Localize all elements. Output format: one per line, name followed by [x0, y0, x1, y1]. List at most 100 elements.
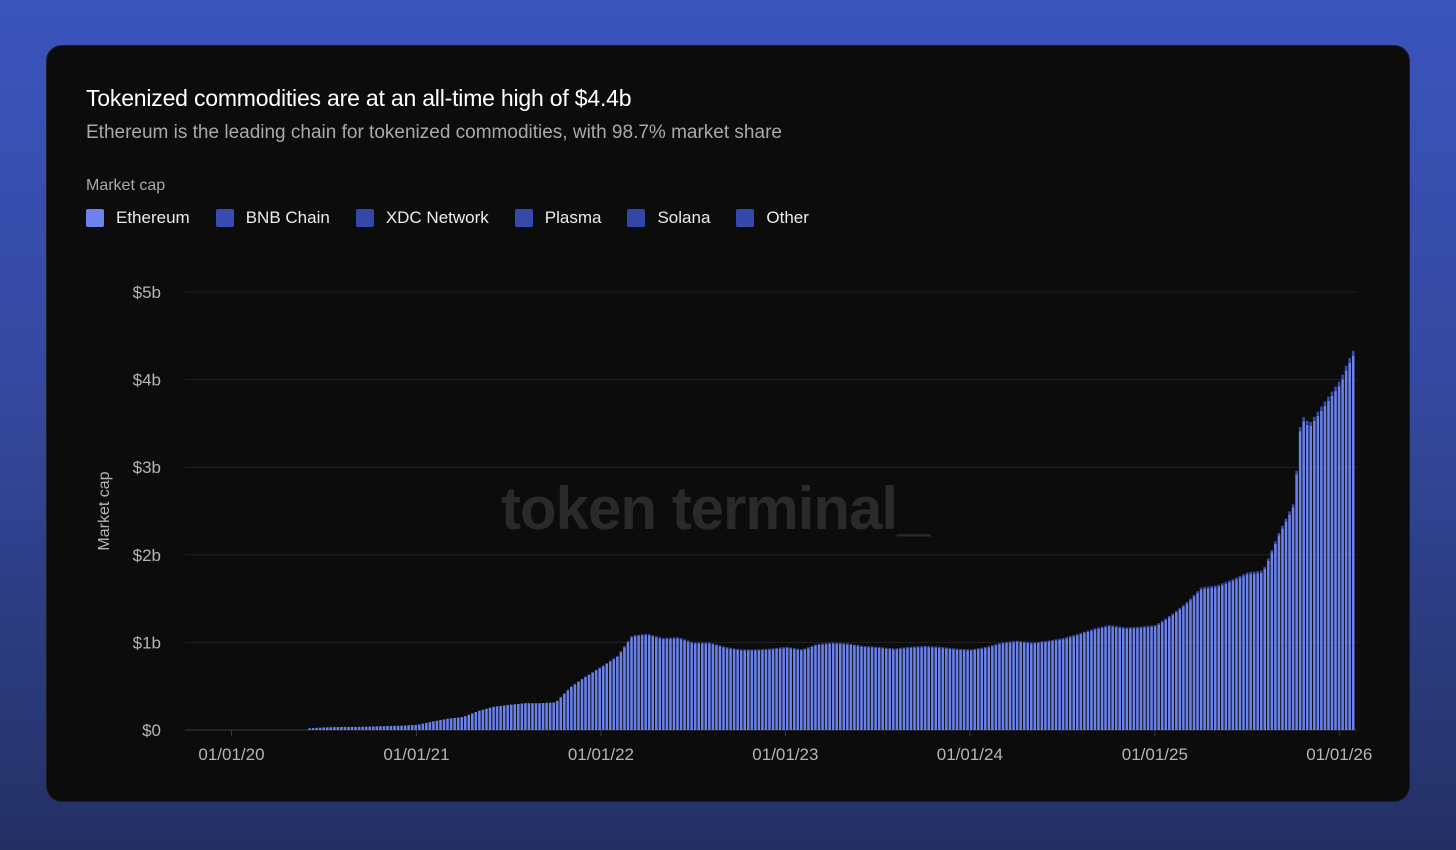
- bar-ethereum[interactable]: [676, 638, 679, 730]
- bar-ethereum[interactable]: [612, 659, 616, 730]
- bar-ethereum[interactable]: [1256, 573, 1259, 730]
- bar-other-chains[interactable]: [584, 676, 587, 678]
- bar-ethereum[interactable]: [616, 656, 619, 730]
- bar-ethereum[interactable]: [948, 648, 952, 730]
- bar-ethereum[interactable]: [711, 644, 715, 730]
- bar-other-chains[interactable]: [683, 639, 686, 641]
- bar-ethereum[interactable]: [1351, 355, 1355, 730]
- bar-ethereum[interactable]: [1072, 636, 1076, 730]
- bar-ethereum[interactable]: [902, 648, 906, 730]
- bar-other-chains[interactable]: [1146, 625, 1150, 628]
- bar-ethereum[interactable]: [1129, 628, 1132, 730]
- bar-ethereum[interactable]: [1022, 642, 1026, 730]
- bar-ethereum[interactable]: [966, 650, 969, 730]
- bar-ethereum[interactable]: [775, 648, 778, 730]
- bar-other-chains[interactable]: [601, 665, 605, 667]
- bar-other-chains[interactable]: [899, 647, 902, 649]
- bar-ethereum[interactable]: [984, 648, 987, 730]
- bar-other-chains[interactable]: [824, 643, 828, 645]
- bar-other-chains[interactable]: [785, 646, 789, 648]
- bar-other-chains[interactable]: [1351, 350, 1355, 356]
- bar-other-chains[interactable]: [690, 641, 693, 643]
- bar-other-chains[interactable]: [708, 642, 711, 644]
- bar-ethereum[interactable]: [371, 726, 375, 730]
- bar-other-chains[interactable]: [1256, 571, 1259, 574]
- bar-ethereum[interactable]: [991, 646, 994, 730]
- bar-ethereum[interactable]: [757, 650, 761, 730]
- bar-other-chains[interactable]: [1344, 365, 1348, 371]
- bar-other-chains[interactable]: [923, 645, 927, 648]
- bar-other-chains[interactable]: [1171, 613, 1175, 616]
- bar-ethereum[interactable]: [1061, 639, 1065, 730]
- bar-ethereum[interactable]: [930, 647, 934, 730]
- bar-ethereum[interactable]: [534, 703, 538, 730]
- bar-ethereum[interactable]: [906, 648, 909, 730]
- bar-other-chains[interactable]: [1037, 641, 1040, 643]
- bar-ethereum[interactable]: [824, 644, 828, 730]
- bar-ethereum[interactable]: [1277, 535, 1281, 730]
- bar-ethereum[interactable]: [874, 647, 877, 730]
- bar-other-chains[interactable]: [902, 647, 906, 649]
- bar-other-chains[interactable]: [647, 634, 651, 636]
- bar-other-chains[interactable]: [920, 646, 923, 648]
- bar-ethereum[interactable]: [453, 717, 456, 730]
- bar-ethereum[interactable]: [637, 635, 640, 730]
- bar-ethereum[interactable]: [1047, 641, 1051, 730]
- bar-ethereum[interactable]: [1298, 431, 1302, 730]
- bar-ethereum[interactable]: [552, 702, 555, 730]
- bar-ethereum[interactable]: [1157, 624, 1160, 730]
- bar-ethereum[interactable]: [1037, 642, 1040, 730]
- bar-other-chains[interactable]: [644, 633, 647, 636]
- legend-item-bnb-chain[interactable]: BNB Chain: [215, 208, 330, 228]
- bar-ethereum[interactable]: [1079, 634, 1083, 730]
- bar-other-chains[interactable]: [1001, 642, 1005, 644]
- bar-ethereum[interactable]: [428, 722, 432, 730]
- bar-ethereum[interactable]: [962, 650, 966, 730]
- bar-other-chains[interactable]: [994, 644, 998, 646]
- bar-ethereum[interactable]: [1178, 609, 1182, 730]
- bar-other-chains[interactable]: [1334, 386, 1337, 392]
- bar-ethereum[interactable]: [389, 725, 393, 730]
- bar-other-chains[interactable]: [895, 648, 899, 650]
- bar-other-chains[interactable]: [842, 643, 846, 645]
- bar-other-chains[interactable]: [934, 646, 938, 648]
- bar-ethereum[interactable]: [647, 635, 651, 730]
- bar-ethereum[interactable]: [870, 647, 874, 730]
- bar-ethereum[interactable]: [1267, 560, 1270, 730]
- bar-ethereum[interactable]: [1125, 628, 1129, 730]
- bar-ethereum[interactable]: [403, 725, 407, 730]
- bar-ethereum[interactable]: [1341, 379, 1344, 730]
- bar-ethereum[interactable]: [1221, 585, 1224, 730]
- bar-ethereum[interactable]: [771, 649, 775, 730]
- bar-ethereum[interactable]: [619, 652, 623, 730]
- bar-other-chains[interactable]: [796, 648, 800, 650]
- bar-ethereum[interactable]: [368, 726, 372, 730]
- bar-other-chains[interactable]: [881, 647, 884, 649]
- bar-other-chains[interactable]: [1044, 640, 1047, 643]
- bar-other-chains[interactable]: [1199, 587, 1203, 590]
- bar-ethereum[interactable]: [1284, 521, 1288, 730]
- bar-ethereum[interactable]: [548, 702, 552, 730]
- bar-ethereum[interactable]: [471, 713, 474, 730]
- bar-ethereum[interactable]: [1090, 630, 1093, 730]
- bar-ethereum[interactable]: [697, 643, 701, 730]
- bar-ethereum[interactable]: [1175, 612, 1178, 730]
- bar-other-chains[interactable]: [743, 649, 747, 651]
- bar-other-chains[interactable]: [693, 642, 697, 644]
- bar-ethereum[interactable]: [987, 647, 991, 730]
- bar-ethereum[interactable]: [732, 649, 736, 730]
- bar-ethereum[interactable]: [488, 707, 492, 730]
- bar-ethereum[interactable]: [1259, 572, 1263, 730]
- bar-ethereum[interactable]: [704, 643, 708, 730]
- bar-ethereum[interactable]: [1150, 626, 1153, 730]
- bar-ethereum[interactable]: [1160, 622, 1164, 730]
- bar-ethereum[interactable]: [375, 726, 379, 730]
- bar-other-chains[interactable]: [1111, 625, 1114, 627]
- bar-ethereum[interactable]: [1164, 619, 1167, 730]
- bar-other-chains[interactable]: [853, 644, 856, 646]
- bar-ethereum[interactable]: [456, 717, 460, 730]
- bar-other-chains[interactable]: [1086, 630, 1090, 632]
- bar-ethereum[interactable]: [594, 670, 598, 730]
- bar-other-chains[interactable]: [669, 637, 672, 639]
- bar-other-chains[interactable]: [980, 647, 984, 649]
